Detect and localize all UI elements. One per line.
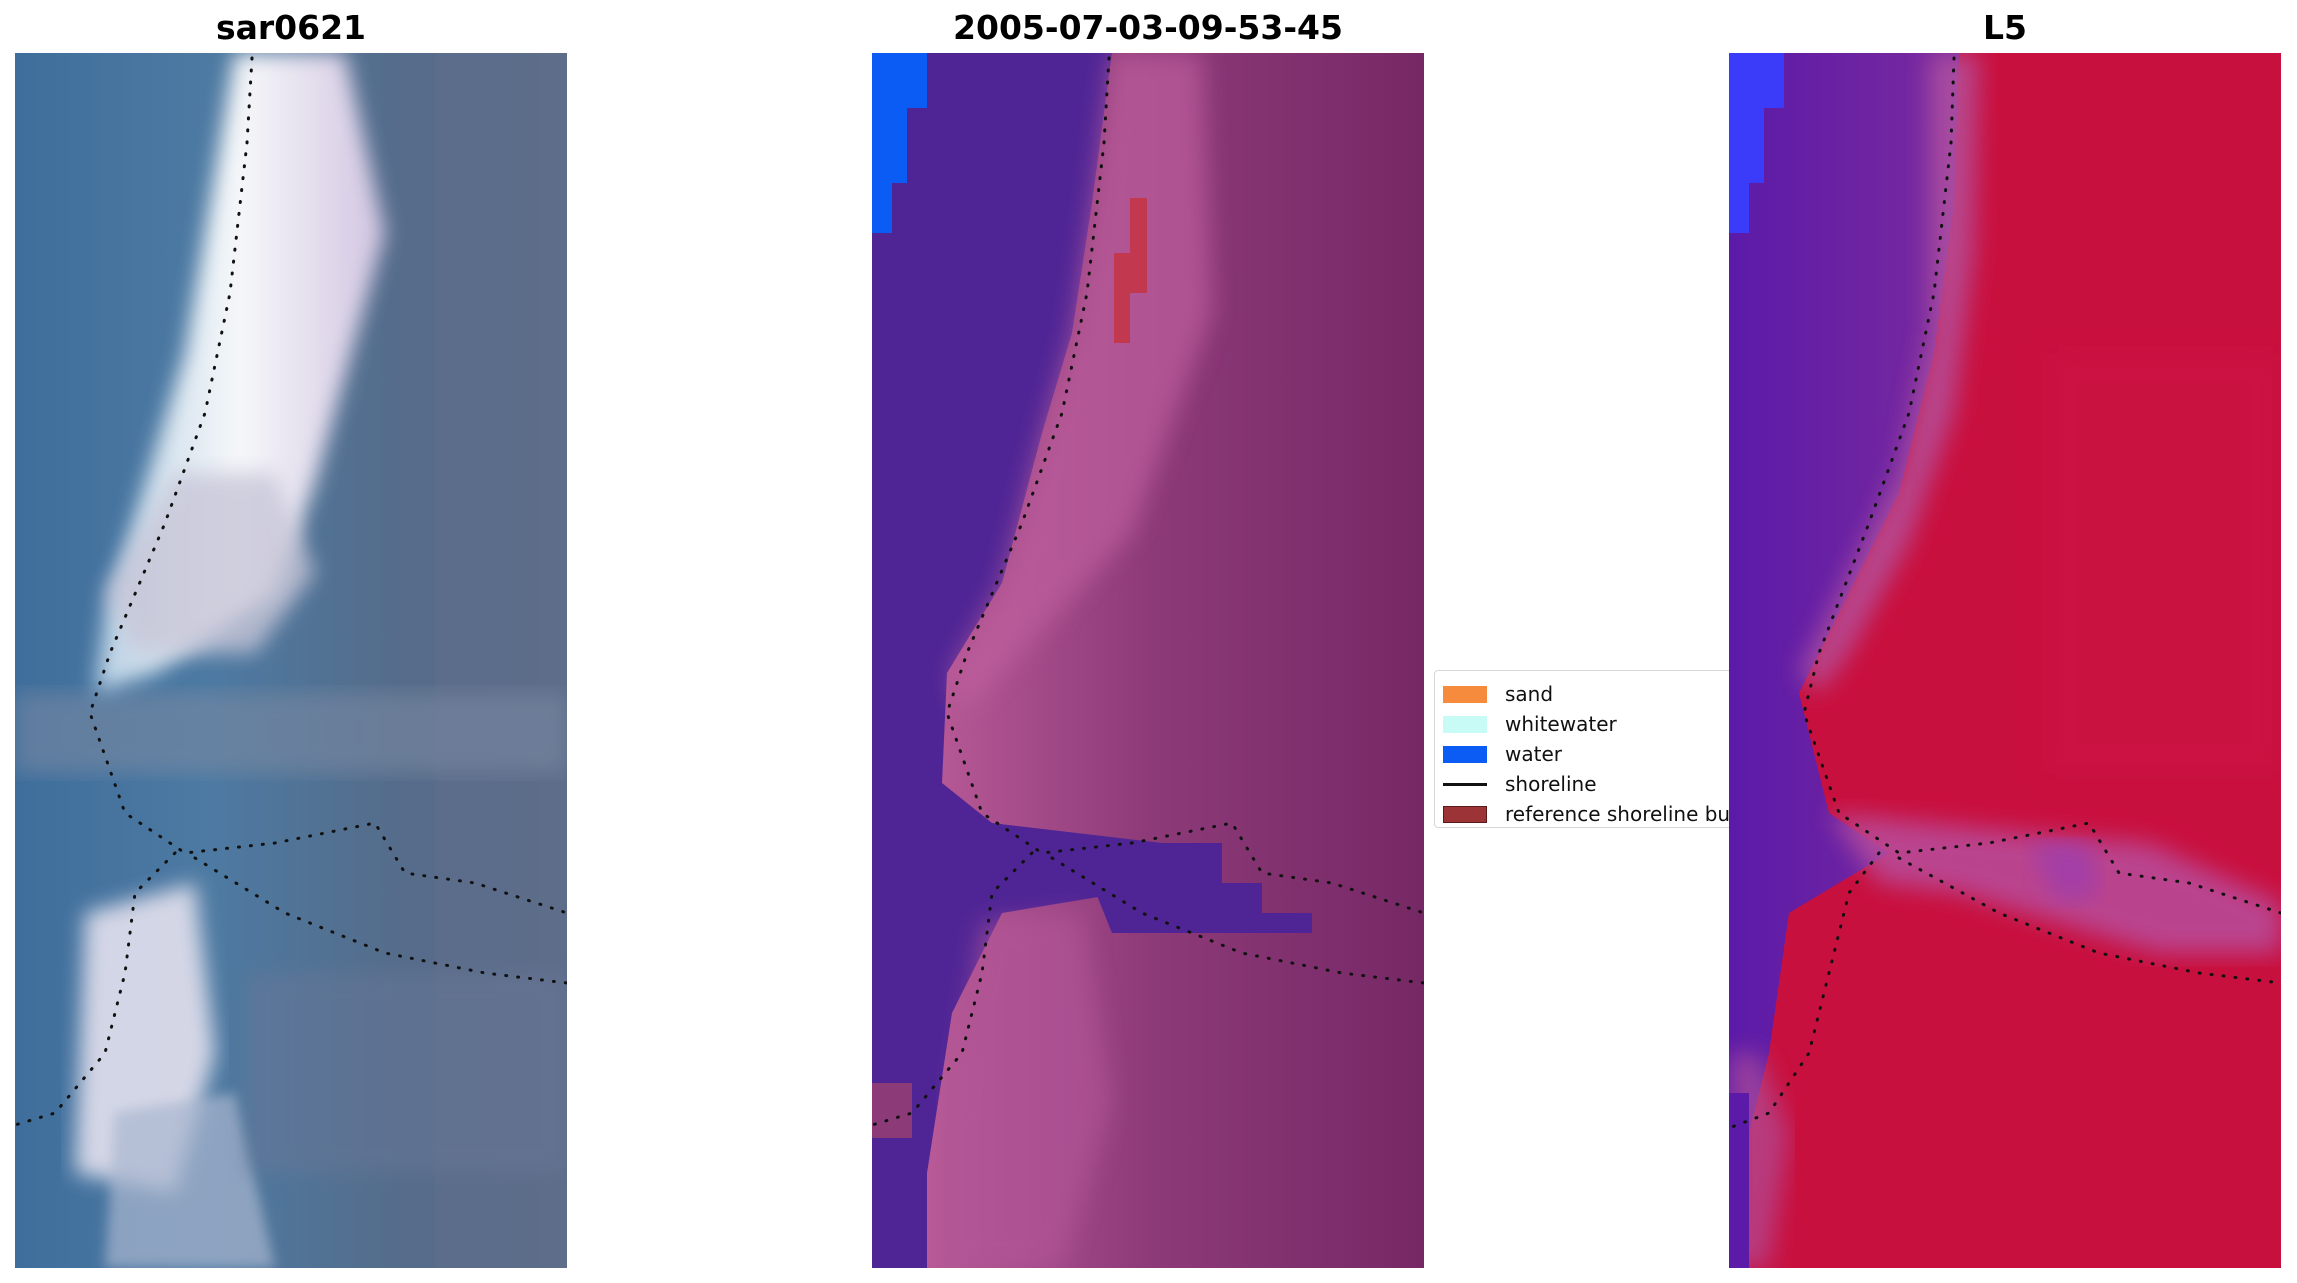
legend: sand whitewater water shoreline referenc… — [1434, 670, 1734, 828]
legend-label-shoreline: shoreline — [1505, 772, 1597, 796]
legend-item-shoreline: shoreline — [1443, 770, 1597, 798]
legend-item-water: water — [1443, 740, 1562, 768]
legend-label-whitewater: whitewater — [1505, 712, 1617, 736]
panel-title-classification: 2005-07-03-09-53-45 — [953, 8, 1343, 47]
legend-label-sand: sand — [1505, 682, 1554, 706]
panel-title-mndwi: L5 — [1983, 8, 2027, 47]
legend-item-whitewater: whitewater — [1443, 710, 1617, 738]
classification-image-panel — [872, 53, 1424, 1268]
legend-swatch-shoreline — [1443, 782, 1487, 786]
legend-label-water: water — [1505, 742, 1562, 766]
legend-swatch-water — [1443, 745, 1487, 763]
legend-item-reference-shoreline-buffer: reference shoreline buffer — [1443, 800, 1734, 827]
legend-label-reference-shoreline-buffer: reference shoreline buffer — [1505, 802, 1734, 826]
legend-swatch-whitewater — [1443, 715, 1487, 733]
index-image-panel — [1729, 53, 2281, 1268]
classification-image — [872, 53, 1424, 1268]
legend-swatch-reference-buffer — [1443, 805, 1487, 823]
legend-item-sand: sand — [1443, 680, 1553, 708]
panel-title-rgb: sar0621 — [215, 8, 367, 47]
index-image — [1729, 53, 2281, 1268]
rgb-image-panel — [15, 53, 567, 1268]
legend-swatch-sand — [1443, 685, 1487, 703]
rgb-image — [15, 53, 567, 1268]
